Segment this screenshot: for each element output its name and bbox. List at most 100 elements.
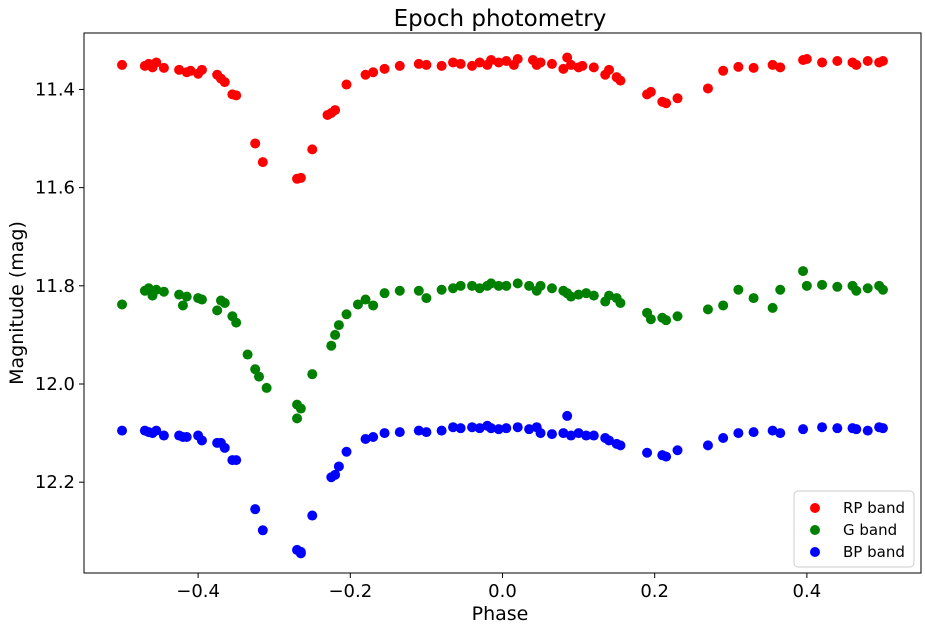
data-point-rp-band	[767, 59, 778, 70]
data-point-rp-band	[185, 65, 196, 76]
data-point-rp-band	[474, 57, 485, 68]
data-point-bp-band	[158, 430, 169, 441]
data-point-rp-band	[295, 172, 306, 183]
data-point-g-band	[330, 329, 341, 340]
data-point-bp-band	[817, 422, 828, 433]
data-point-g-band	[877, 284, 888, 295]
data-point-g-band	[295, 403, 306, 414]
data-point-g-band	[352, 299, 363, 310]
data-point-g-band	[546, 283, 557, 294]
data-point-g-band	[455, 280, 466, 291]
data-point-g-band	[615, 298, 626, 308]
data-point-g-band	[307, 369, 318, 380]
data-point-bp-band	[486, 423, 497, 434]
data-point-rp-band	[501, 55, 512, 66]
data-point-bp-band	[196, 435, 207, 446]
data-point-rp-band	[467, 60, 478, 71]
data-point-bp-band	[581, 430, 592, 441]
data-point-g-band	[467, 280, 478, 291]
data-point-rp-band	[341, 79, 352, 90]
data-point-bp-band	[798, 424, 809, 435]
data-point-g-band	[341, 309, 352, 320]
data-point-bp-band	[832, 423, 843, 434]
data-point-bp-band	[573, 428, 584, 439]
data-point-bp-band	[333, 461, 344, 472]
legend-marker	[810, 525, 820, 535]
y-tick-label: 12.2	[35, 472, 75, 493]
data-point-bp-band	[394, 427, 405, 438]
data-point-bp-band	[257, 525, 268, 536]
data-point-g-band	[413, 285, 424, 296]
x-axis-label: Phase	[472, 603, 529, 625]
data-point-g-band	[177, 300, 188, 311]
data-point-g-band	[143, 283, 154, 294]
x-tick-label: −0.2	[328, 581, 372, 602]
data-point-bp-band	[501, 423, 512, 434]
data-point-bp-band	[436, 425, 447, 436]
data-point-g-band	[421, 293, 432, 304]
data-point-rp-band	[718, 65, 729, 76]
data-point-bp-band	[767, 425, 778, 436]
y-axis-label: Magnitude (mag)	[6, 221, 28, 385]
data-point-bp-band	[151, 425, 162, 436]
x-tick-label: −0.4	[176, 581, 220, 602]
x-axis: −0.4 −0.2 0.0 0.2 0.4	[176, 573, 821, 602]
chart-title: Epoch photometry	[394, 6, 607, 32]
data-point-g-band	[181, 291, 192, 302]
data-point-g-band	[151, 284, 162, 295]
data-point-g-band	[292, 413, 303, 424]
data-point-g-band	[661, 315, 672, 326]
data-point-rp-band	[588, 62, 599, 73]
data-point-g-band	[250, 364, 261, 375]
data-point-g-band	[862, 283, 873, 294]
data-point-rp-band	[360, 69, 371, 80]
data-point-rp-band	[562, 52, 573, 63]
data-point-g-band	[524, 280, 535, 291]
data-point-rp-band	[558, 63, 569, 74]
data-point-g-band	[368, 300, 379, 311]
data-point-rp-band	[546, 58, 557, 69]
data-point-bp-band	[524, 424, 535, 435]
data-point-g-band	[196, 294, 207, 305]
data-point-g-band	[448, 283, 459, 294]
data-point-g-band	[748, 293, 759, 304]
data-point-g-band	[832, 281, 843, 292]
data-point-bp-band	[512, 422, 523, 433]
data-point-g-band	[767, 302, 778, 313]
data-point-g-band	[486, 278, 497, 289]
data-point-bp-band	[748, 427, 759, 438]
data-point-bp-band	[642, 447, 653, 458]
data-point-g-band	[535, 280, 546, 291]
legend: RP band G band BP band	[793, 490, 915, 568]
data-point-rp-band	[565, 59, 576, 70]
x-tick-label: 0.2	[640, 581, 669, 602]
data-point-bp-band	[702, 440, 713, 451]
data-point-bp-band	[117, 425, 128, 436]
x-tick-label: 0.4	[793, 581, 822, 602]
data-point-g-band	[801, 280, 812, 291]
data-point-rp-band	[702, 83, 713, 94]
data-point-g-band	[581, 288, 592, 299]
y-tick-label: 11.6	[35, 178, 75, 199]
data-point-g-band	[231, 317, 242, 328]
data-point-g-band	[512, 278, 523, 289]
data-point-rp-band	[615, 75, 626, 86]
data-point-g-band	[174, 289, 185, 300]
data-point-rp-band	[645, 86, 656, 97]
data-point-g-band	[565, 291, 576, 302]
data-point-bp-band	[250, 504, 261, 515]
data-point-g-band	[333, 320, 344, 331]
data-point-g-band	[261, 382, 272, 393]
data-point-bp-band	[733, 428, 744, 439]
data-point-g-band	[474, 283, 485, 294]
data-point-rp-band	[604, 64, 615, 75]
data-points-layer	[117, 52, 888, 559]
data-point-g-band	[326, 340, 337, 351]
data-point-bp-band	[455, 423, 466, 434]
y-tick-label: 12.0	[35, 374, 75, 395]
data-point-g-band	[851, 285, 862, 296]
data-point-rp-band	[862, 55, 873, 66]
data-point-rp-band	[733, 61, 744, 72]
data-point-g-band	[360, 294, 371, 305]
